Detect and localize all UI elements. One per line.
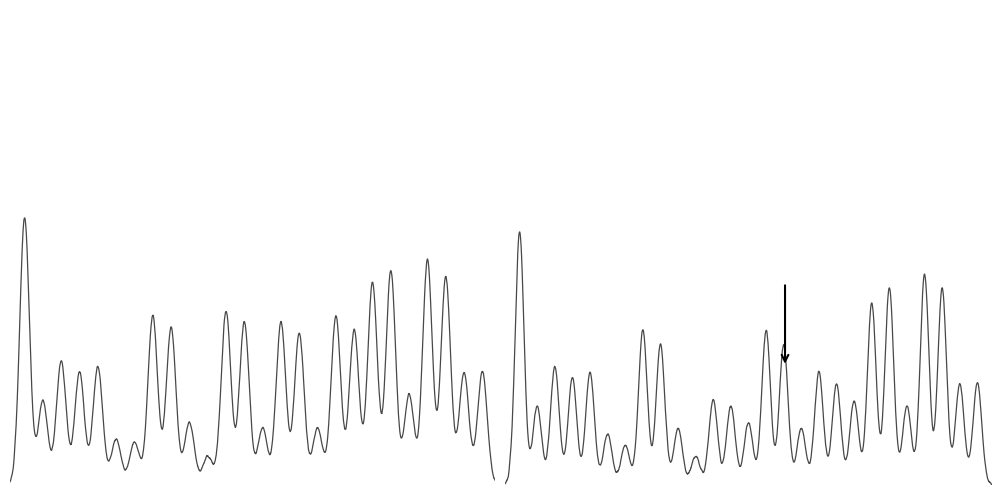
Text: A: A xyxy=(24,35,39,53)
Text: CTCAGGACCGTGGTCAGGT: CTCAGGACCGTGGTCAGGT xyxy=(120,108,387,126)
Text: CTCAGGACCGTGGTCAGGT: CTCAGGACCGTGGTCAGGT xyxy=(615,48,882,66)
Text: B: B xyxy=(519,35,535,53)
Text: CTCAGGACCATGGTCAGGT: CTCAGGACCATGGTCAGGT xyxy=(616,116,881,134)
